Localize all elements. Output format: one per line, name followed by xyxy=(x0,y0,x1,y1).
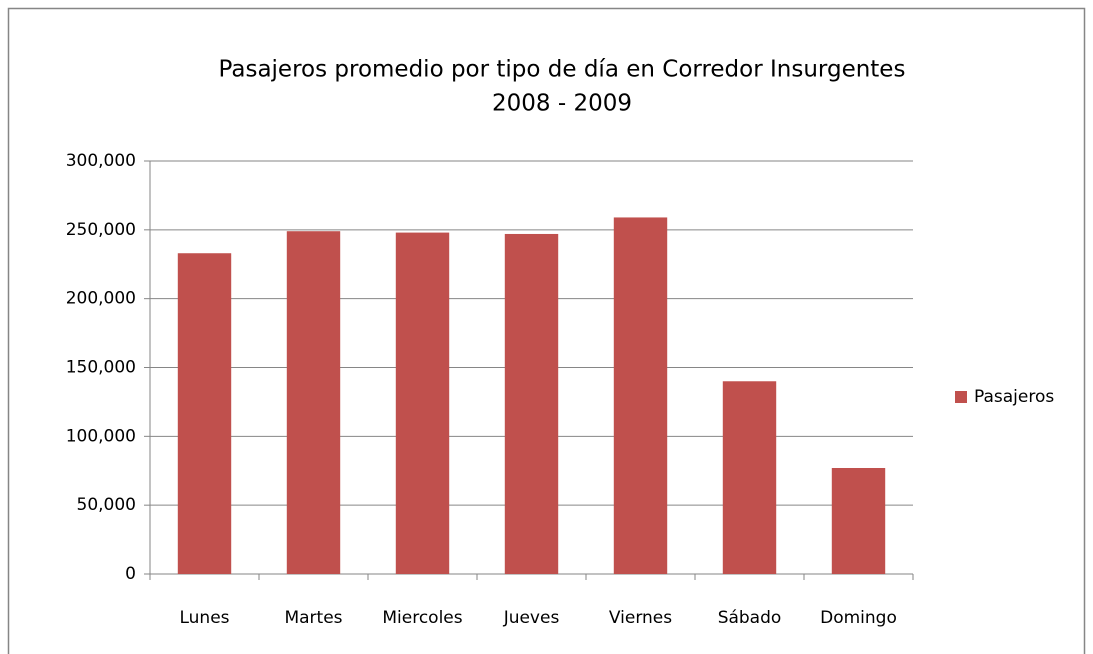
chart-title: Pasajeros promedio por tipo de día en Co… xyxy=(219,57,906,83)
bar xyxy=(831,467,886,574)
bar xyxy=(504,233,559,575)
chart-border xyxy=(7,7,1086,654)
chart-title: 2008 - 2009 xyxy=(492,91,632,117)
bar xyxy=(177,253,232,574)
x-tick-label: Domingo xyxy=(820,608,897,628)
y-tick-label: 0 xyxy=(125,564,136,584)
legend-swatch xyxy=(955,391,967,403)
x-tick-label: Viernes xyxy=(609,608,672,628)
x-tick-label: Lunes xyxy=(179,608,229,628)
y-tick-label: 50,000 xyxy=(77,495,136,515)
x-tick-label: Jueves xyxy=(503,608,560,628)
bar xyxy=(722,381,777,574)
bar xyxy=(395,232,450,574)
x-tick-label: Sábado xyxy=(718,608,782,628)
legend-label: Pasajeros xyxy=(974,387,1054,407)
y-tick-label: 250,000 xyxy=(66,220,136,240)
y-tick-label: 200,000 xyxy=(66,289,136,309)
x-tick-label: Miercoles xyxy=(382,608,462,628)
y-tick-label: 150,000 xyxy=(66,358,136,378)
x-tick-label: Martes xyxy=(284,608,342,628)
y-tick-label: 300,000 xyxy=(66,151,136,171)
bar xyxy=(286,231,341,574)
bar xyxy=(613,217,668,574)
y-tick-label: 100,000 xyxy=(66,426,136,446)
